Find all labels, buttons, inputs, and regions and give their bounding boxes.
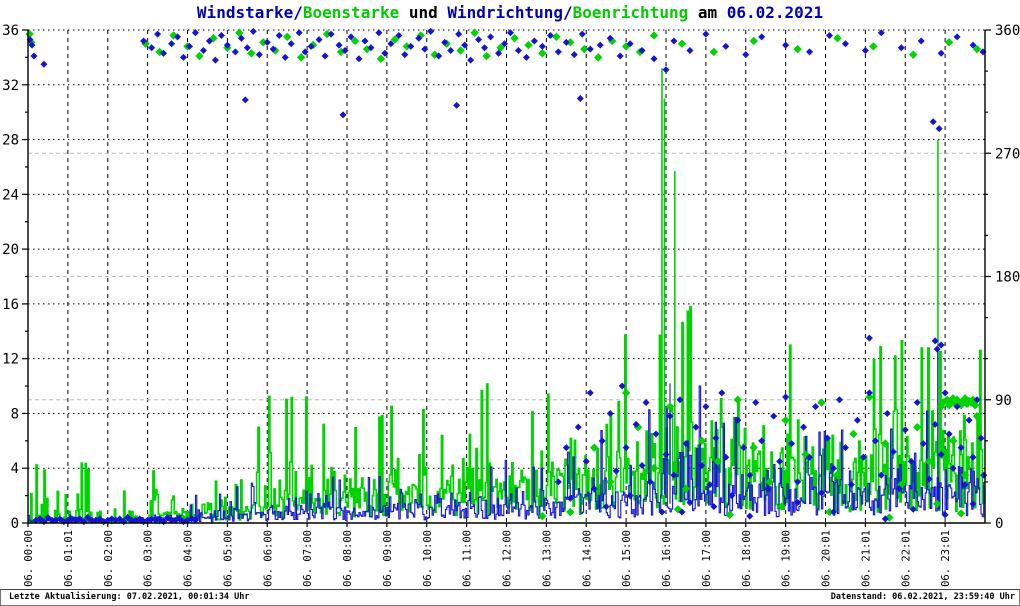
title-boenrichtung: Boenrichtung [572, 3, 689, 22]
gridlines [27, 29, 993, 523]
x-axis-tick-label: 06. 23:01 [940, 530, 952, 587]
left-axis-tick-label: 36 [2, 23, 19, 39]
x-axis-tick-label: 06. 14:00 [581, 530, 593, 587]
title-windstarke: Windstarke/ [196, 3, 303, 22]
left-axis-tick-label: 28 [2, 133, 19, 149]
x-axis-tick-label: 06. 12:00 [502, 530, 514, 587]
x-axis-tick-label: 06. 18:00 [741, 530, 753, 587]
title-und: und [399, 3, 448, 22]
right-axis-tick-label: 0 [995, 516, 1003, 532]
x-axis-tick-label: 06. 20:01 [821, 530, 833, 587]
right-axis-tick-label: 180 [995, 270, 1020, 286]
left-axis-tick-label: 0 [11, 516, 19, 532]
last-update-text: Letzte Aktualisierung: 07.02.2021, 00:01… [9, 592, 250, 602]
left-axis-tick-label: 12 [2, 352, 19, 368]
status-bar: Letzte Aktualisierung: 07.02.2021, 00:01… [0, 589, 1020, 606]
left-axis-tick-label: 32 [2, 78, 19, 94]
title-boenstarke: Boenstarke [302, 3, 400, 22]
title-am: am [688, 3, 727, 22]
x-axis-tick-label: 06. 19:00 [781, 530, 793, 587]
right-axis-tick-label: 270 [995, 146, 1020, 162]
title-date: 06.02.2021 [726, 3, 824, 22]
left-axis-tick-label: 4 [11, 461, 19, 477]
left-axis-tick-label: 24 [2, 187, 19, 203]
data-timestamp-text: Datenstand: 06.02.2021, 23:59:40 Uhr [830, 592, 1015, 602]
x-axis-tick-label: 06. 03:00 [143, 530, 155, 587]
x-axis-tick-label: 06. 08:00 [342, 530, 354, 587]
x-axis-tick-label: 06. 06:00 [262, 530, 274, 587]
x-axis-tick-label: 06. 04:00 [183, 530, 195, 587]
x-axis-tick-label: 06. 13:00 [541, 530, 553, 587]
x-axis-tick-label: 06. 09:00 [382, 530, 394, 587]
x-axis-tick-label: 06. 01:01 [63, 530, 75, 587]
x-axis-tick-label: 06. 00:00 [23, 530, 35, 587]
x-axis-tick-label: 06. 10:00 [422, 530, 434, 587]
x-axis-tick-label: 06. 11:00 [462, 530, 474, 587]
wind-direction-points [26, 27, 988, 526]
right-axis-tick-label: 360 [995, 23, 1020, 39]
x-axis-tick-label: 06. 21:01 [860, 530, 872, 587]
title-windrichtung: Windrichtung/ [447, 3, 573, 22]
gust-speed-line [28, 68, 985, 524]
x-axis-tick-label: 06. 07:00 [302, 530, 314, 587]
left-axis-tick-label: 16 [2, 297, 19, 313]
axes [22, 29, 991, 527]
x-axis-tick-label: 06. 16:00 [661, 530, 673, 587]
left-axis-tick-label: 20 [2, 242, 19, 258]
chart-title: Windstarke/Boenstarke und Windrichtung/B… [0, 3, 1020, 22]
x-axis-tick-label: 06. 15:00 [621, 530, 633, 587]
x-axis-tick-label: 06. 02:00 [103, 530, 115, 587]
x-axis-tick-label: 06. 17:00 [701, 530, 713, 587]
x-axis-tick-label: 06. 22:01 [900, 530, 912, 587]
left-axis-tick-label: 8 [11, 406, 19, 422]
x-axis-tick-label: 06. 05:00 [222, 530, 234, 587]
right-axis-tick-label: 90 [995, 393, 1012, 409]
